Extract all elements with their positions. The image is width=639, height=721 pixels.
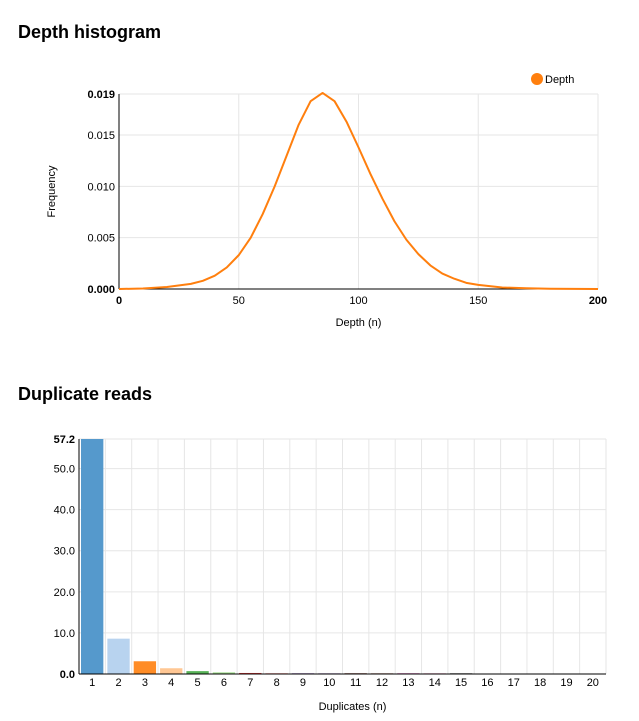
y-tick-label: 50.0 (54, 464, 75, 476)
y-tick-label: 20.0 (54, 587, 75, 599)
x-tick-label: 50 (233, 295, 245, 307)
bar-duplicates-6 (212, 672, 236, 674)
y-tick-label: 10.0 (54, 628, 75, 640)
x-tick-label: 3 (142, 677, 148, 689)
y-tick-label: 0.015 (87, 130, 115, 142)
y-tick-label: 40.0 (54, 505, 75, 517)
bar-duplicates-5 (186, 671, 209, 674)
x-tick-label: 17 (508, 677, 520, 689)
x-tick-label: 1 (89, 677, 95, 689)
x-axis-label: Duplicates (n) (319, 701, 387, 713)
x-tick-label: 13 (402, 677, 414, 689)
x-tick-label: 4 (168, 677, 174, 689)
x-tick-label: 8 (274, 677, 280, 689)
x-tick-label: 12 (376, 677, 388, 689)
y-tick-label: 30.0 (54, 546, 75, 558)
x-tick-label: 10 (323, 677, 335, 689)
x-tick-label: 7 (247, 677, 253, 689)
depth-histogram-chart: 0.000 0.005 0.010 0.015 0.019 0 50 100 150 200 Dep… (46, 73, 607, 329)
x-tick-label: 19 (560, 677, 572, 689)
y-axis-label: Frequency (46, 165, 58, 217)
bar-duplicates-3 (133, 661, 157, 674)
legend-label: Depth (545, 74, 574, 86)
x-tick-label: 16 (481, 677, 493, 689)
x-tick-label: 100 (349, 295, 367, 307)
series-line-depth (118, 91, 599, 290)
bar-duplicates-2 (107, 638, 130, 674)
x-tick-label: 5 (195, 677, 201, 689)
duplicate-reads-chart: 0.010.020.030.040.050.057.21 2 3 4 5 6 7 8 9 10 11… (54, 434, 607, 713)
bar-duplicates-4 (160, 668, 183, 674)
x-tick-label: 14 (429, 677, 441, 689)
y-tick-label: 0.0 (60, 669, 75, 681)
x-tick-label: 2 (115, 677, 121, 689)
y-tick-label: 0.000 (87, 284, 115, 296)
x-tick-label: 9 (300, 677, 306, 689)
x-tick-label: 200 (589, 295, 607, 307)
x-tick-label: 18 (534, 677, 546, 689)
x-tick-label: 0 (116, 295, 122, 307)
bar-duplicates-1 (81, 439, 104, 674)
x-tick-label: 11 (350, 677, 361, 689)
x-tick-label: 6 (221, 677, 227, 689)
depth-histogram-title: Depth histogram (18, 22, 162, 42)
x-tick-label: 20 (587, 677, 599, 689)
y-tick-label: 0.010 (87, 181, 115, 193)
duplicate-reads-title: Duplicate reads (18, 384, 153, 404)
y-tick-label: 57.2 (54, 434, 75, 446)
y-tick-label: 0.005 (87, 233, 115, 245)
bar-duplicates-7 (239, 672, 262, 674)
x-tick-label: 150 (469, 295, 487, 307)
y-tick-label: 0.019 (87, 89, 115, 101)
x-axis-label: Depth (n) (336, 317, 382, 329)
legend-marker (531, 73, 543, 85)
x-tick-label: 15 (455, 677, 467, 689)
